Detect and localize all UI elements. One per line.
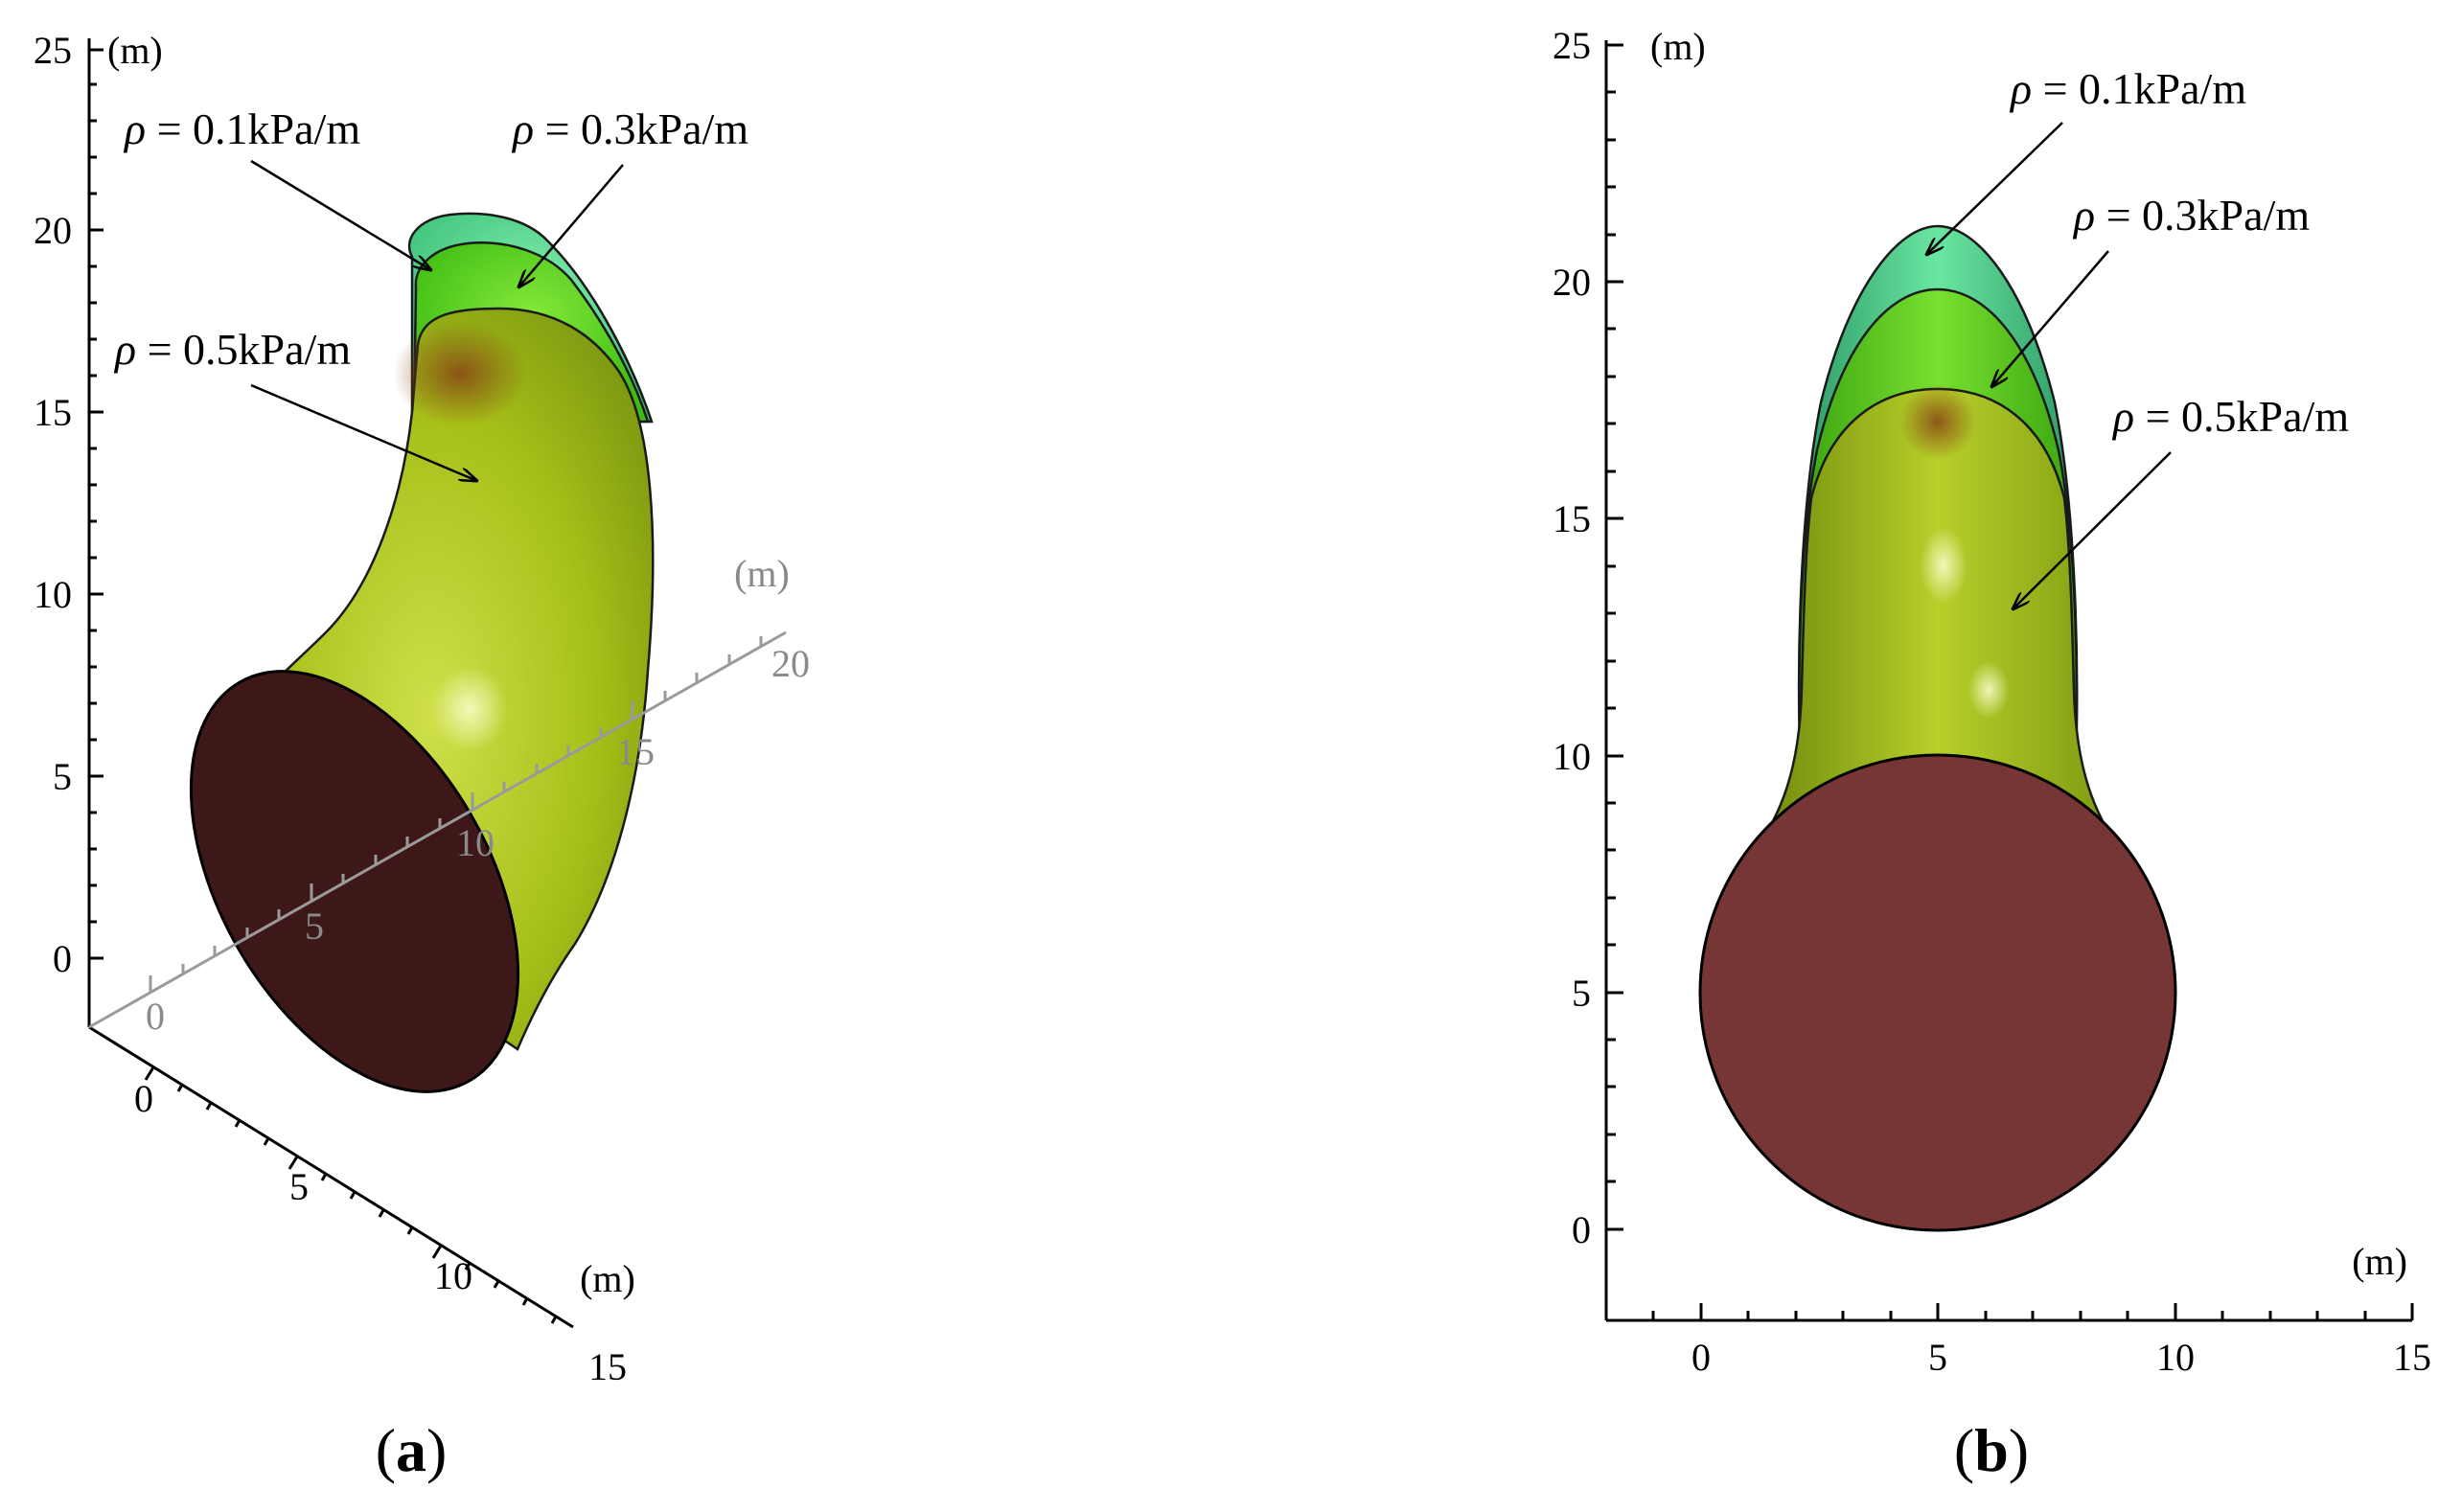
- y-tick-label: 25: [1553, 24, 1591, 67]
- front-tick-label: 15: [588, 1345, 627, 1388]
- y-tick-label: 0: [1572, 1208, 1591, 1251]
- x-tick-label: 5: [1928, 1336, 1947, 1379]
- surface-shading: [393, 321, 527, 426]
- panel-a-depth-axis: 0 5 10 15 20 (m): [88, 552, 810, 1038]
- cross-section-a: [189, 670, 520, 1093]
- y-axis-ticks: [1606, 43, 1623, 1231]
- arrow-rho-0.5: [250, 383, 477, 481]
- panel-b: 0 5 10 15 20 25 (m) 0 5 10 15 (m) ρ =: [1553, 24, 2431, 1484]
- panel-a-label: (a): [376, 1416, 448, 1484]
- y-tick-label: 10: [1553, 735, 1591, 778]
- depth-axis-unit: (m): [734, 552, 790, 595]
- panel-a-3d-body: [189, 212, 655, 1093]
- surface-highlight: [1967, 661, 2010, 719]
- x-tick-label: 0: [1691, 1336, 1711, 1379]
- annotation-rho-0.3: ρ = 0.3kPa/m: [511, 104, 748, 153]
- x-axis-ticks: [1651, 1303, 2414, 1320]
- y-tick-label: 15: [1553, 497, 1591, 540]
- front-tick-label: 10: [434, 1254, 472, 1297]
- depth-tick-label: 20: [771, 642, 810, 685]
- arrow-rho-0.3: [518, 164, 624, 287]
- front-tick-label: 5: [289, 1165, 309, 1208]
- annotation-rho-0.5: ρ = 0.5kPa/m: [113, 325, 351, 374]
- surface-shading: [1899, 383, 1976, 460]
- depth-tick-label: 5: [305, 905, 324, 948]
- annotation-rho-0.3: ρ = 0.3kPa/m: [2072, 191, 2310, 240]
- y-axis-unit: (m): [1650, 25, 1706, 68]
- vertical-axis-unit: (m): [107, 29, 163, 72]
- front-axis-ticks: [144, 1066, 558, 1324]
- front-axis-line: [88, 1025, 574, 1329]
- annotation-rho-0.1: ρ = 0.1kPa/m: [123, 104, 360, 153]
- vertical-tick-label: 5: [53, 755, 72, 798]
- front-axis-unit: (m): [580, 1257, 635, 1300]
- panel-a-front-axis: 0 5 10 15 (m): [88, 1025, 635, 1388]
- x-tick-label: 10: [2156, 1336, 2195, 1379]
- depth-axis-line: [88, 630, 787, 1029]
- y-tick-label: 5: [1572, 972, 1591, 1015]
- arrow-rho-0.5: [2013, 451, 2172, 609]
- vertical-tick-label: 10: [34, 573, 72, 616]
- surface-highlight: [431, 666, 508, 752]
- depth-tick-label: 15: [616, 730, 655, 773]
- panel-b-annotations: ρ = 0.1kPa/m ρ = 0.3kPa/m ρ = 0.5kPa/m: [1926, 64, 2349, 609]
- surface-highlight: [1920, 527, 1967, 604]
- vertical-axis-ticks: [89, 48, 104, 960]
- panel-b-body: [1698, 224, 2177, 1232]
- depth-axis-ticks: [149, 636, 763, 993]
- panel-b-label: (b): [1954, 1416, 2029, 1484]
- panel-a: 0 5 10 15 20 25 (m) 0 5 10 15 (m): [34, 29, 810, 1484]
- depth-tick-label: 0: [146, 995, 165, 1038]
- annotation-rho-0.1: ρ = 0.1kPa/m: [2009, 64, 2246, 113]
- vertical-tick-label: 20: [34, 209, 72, 252]
- vertical-tick-label: 25: [34, 29, 72, 72]
- arrow-rho-0.1: [1926, 122, 2063, 255]
- vertical-tick-label: 15: [34, 391, 72, 434]
- panel-a-annotations: ρ = 0.1kPa/m ρ = 0.3kPa/m ρ = 0.5kPa/m: [113, 104, 748, 481]
- x-tick-label: 15: [2393, 1336, 2431, 1379]
- cross-section-b: [1698, 753, 2177, 1232]
- arrow-rho-0.1: [250, 159, 431, 270]
- front-tick-label: 0: [134, 1077, 153, 1120]
- x-axis-unit: (m): [2352, 1240, 2407, 1283]
- panel-b-axes: 0 5 10 15 20 25 (m) 0 5 10 15 (m): [1553, 24, 2431, 1379]
- panel-a-vertical-axis: 0 5 10 15 20 25 (m): [34, 29, 163, 1027]
- annotation-rho-0.5: ρ = 0.5kPa/m: [2111, 392, 2349, 441]
- arrow-rho-0.3: [1991, 250, 2109, 387]
- y-tick-label: 20: [1553, 261, 1591, 304]
- vertical-tick-label: 0: [53, 937, 72, 980]
- depth-tick-label: 10: [456, 821, 495, 864]
